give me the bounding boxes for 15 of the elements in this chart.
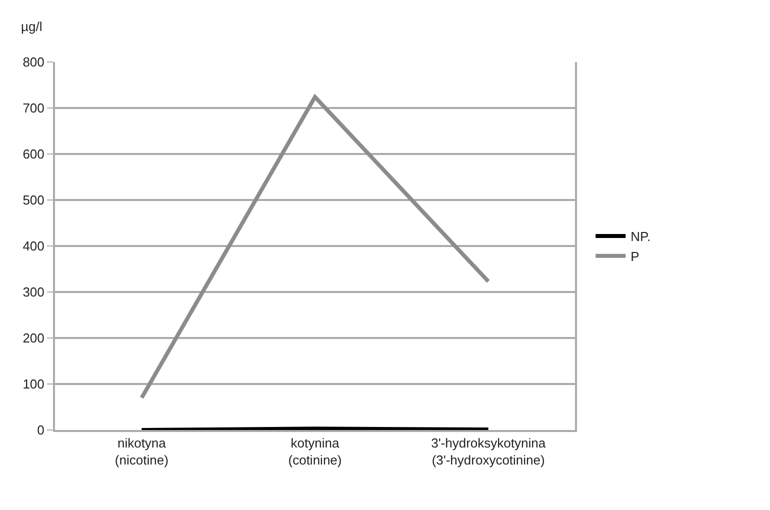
y-tick-label: 400 <box>22 238 44 254</box>
x-tick-label: 3'-hydroksykotynina (3'-hydroxycotinine) <box>431 436 546 468</box>
y-tick-label: 800 <box>22 54 44 70</box>
y-tick-label: 100 <box>22 376 44 392</box>
y-tick-label: 600 <box>22 146 44 162</box>
y-axis-title: µg/l <box>21 19 42 34</box>
y-tick-label: 500 <box>22 192 44 208</box>
legend-label: P <box>630 248 640 264</box>
y-tick-label: 0 <box>37 422 44 438</box>
y-tick-label: 700 <box>22 100 44 116</box>
x-tick-label: kotynina (cotinine) <box>288 436 342 468</box>
y-tick-label: 300 <box>22 284 44 300</box>
x-tick-label: nikotyna (nicotine) <box>114 436 168 468</box>
y-tick-label: 200 <box>22 330 44 346</box>
legend-label: NP. <box>630 229 651 244</box>
